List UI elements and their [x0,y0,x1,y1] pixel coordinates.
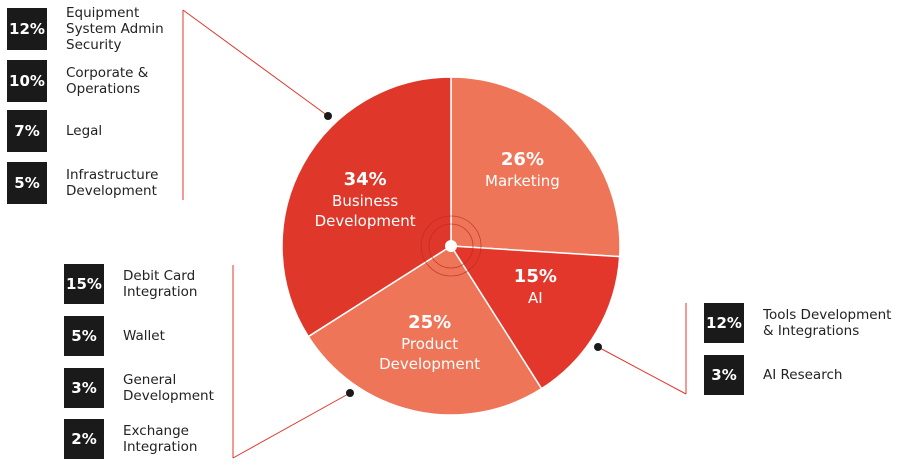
slice-category-label: AI [528,288,543,307]
breakdown-value-label: 12% [706,314,742,332]
breakdown-label: AI Research [763,367,843,383]
breakdown-box [7,110,47,152]
slice-value-label: 34% [343,168,387,190]
breakdown-value-label: 5% [14,174,40,192]
breakdown-box [704,355,744,395]
slice-label: 15% AI [465,266,605,308]
breakdown-value-label: 12% [9,20,45,38]
breakdown-value-label: 10% [9,72,45,90]
breakdown-label: Exchange Integration [123,423,198,455]
callout-line [597,346,687,395]
center-dot [445,240,457,252]
slice-label: 26% Marketing [452,149,592,191]
breakdown-label: Corporate & Operations [66,65,149,97]
slice-label: 25% Product Development [360,312,500,374]
center-ring [420,215,482,277]
slice-category-label: Business Development [314,191,416,230]
breakdown-box [7,162,47,204]
breakdown-label: Debit Card Integration [123,268,198,300]
breakdown-box [64,368,104,408]
breakdown-value-label: 5% [71,327,97,345]
breakdown-box [704,303,744,343]
slice-value-label: 25% [408,311,452,333]
breakdown-box [7,60,47,102]
breakdown-label: Equipment System Admin Security [66,5,164,53]
slice-category-label: Marketing [485,171,560,190]
breakdown-box [7,8,47,50]
callout-dot [324,112,332,120]
breakdown-label: General Development [123,372,214,404]
breakdown-label: Infrastructure Development [66,167,159,199]
breakdown-label: Legal [66,123,103,139]
breakdown-value-label: 3% [71,379,97,397]
callout-dot [346,389,354,397]
slice-label: 34% Business Development [295,169,435,231]
center-ring [428,223,474,269]
pie-slice [307,244,543,416]
callout-line [232,392,351,459]
breakdown-label: Tools Development & Integrations [763,307,892,339]
breakdown-value-label: 15% [66,275,102,293]
breakdown-label: Wallet [123,328,165,344]
breakdown-box [64,264,104,304]
breakdown-value-label: 7% [14,122,40,140]
breakdown-value-label: 2% [71,430,97,448]
pie-slice [450,76,621,258]
slice-value-label: 15% [513,265,557,287]
callout-dot [594,343,602,351]
breakdown-value-label: 3% [711,366,737,384]
slice-category-label: Product Development [379,334,481,373]
callout-line [182,9,329,117]
slice-value-label: 26% [500,148,544,170]
pie-slice [281,76,452,338]
pie-slice [449,245,621,390]
breakdown-box [64,316,104,356]
breakdown-box [64,419,104,459]
